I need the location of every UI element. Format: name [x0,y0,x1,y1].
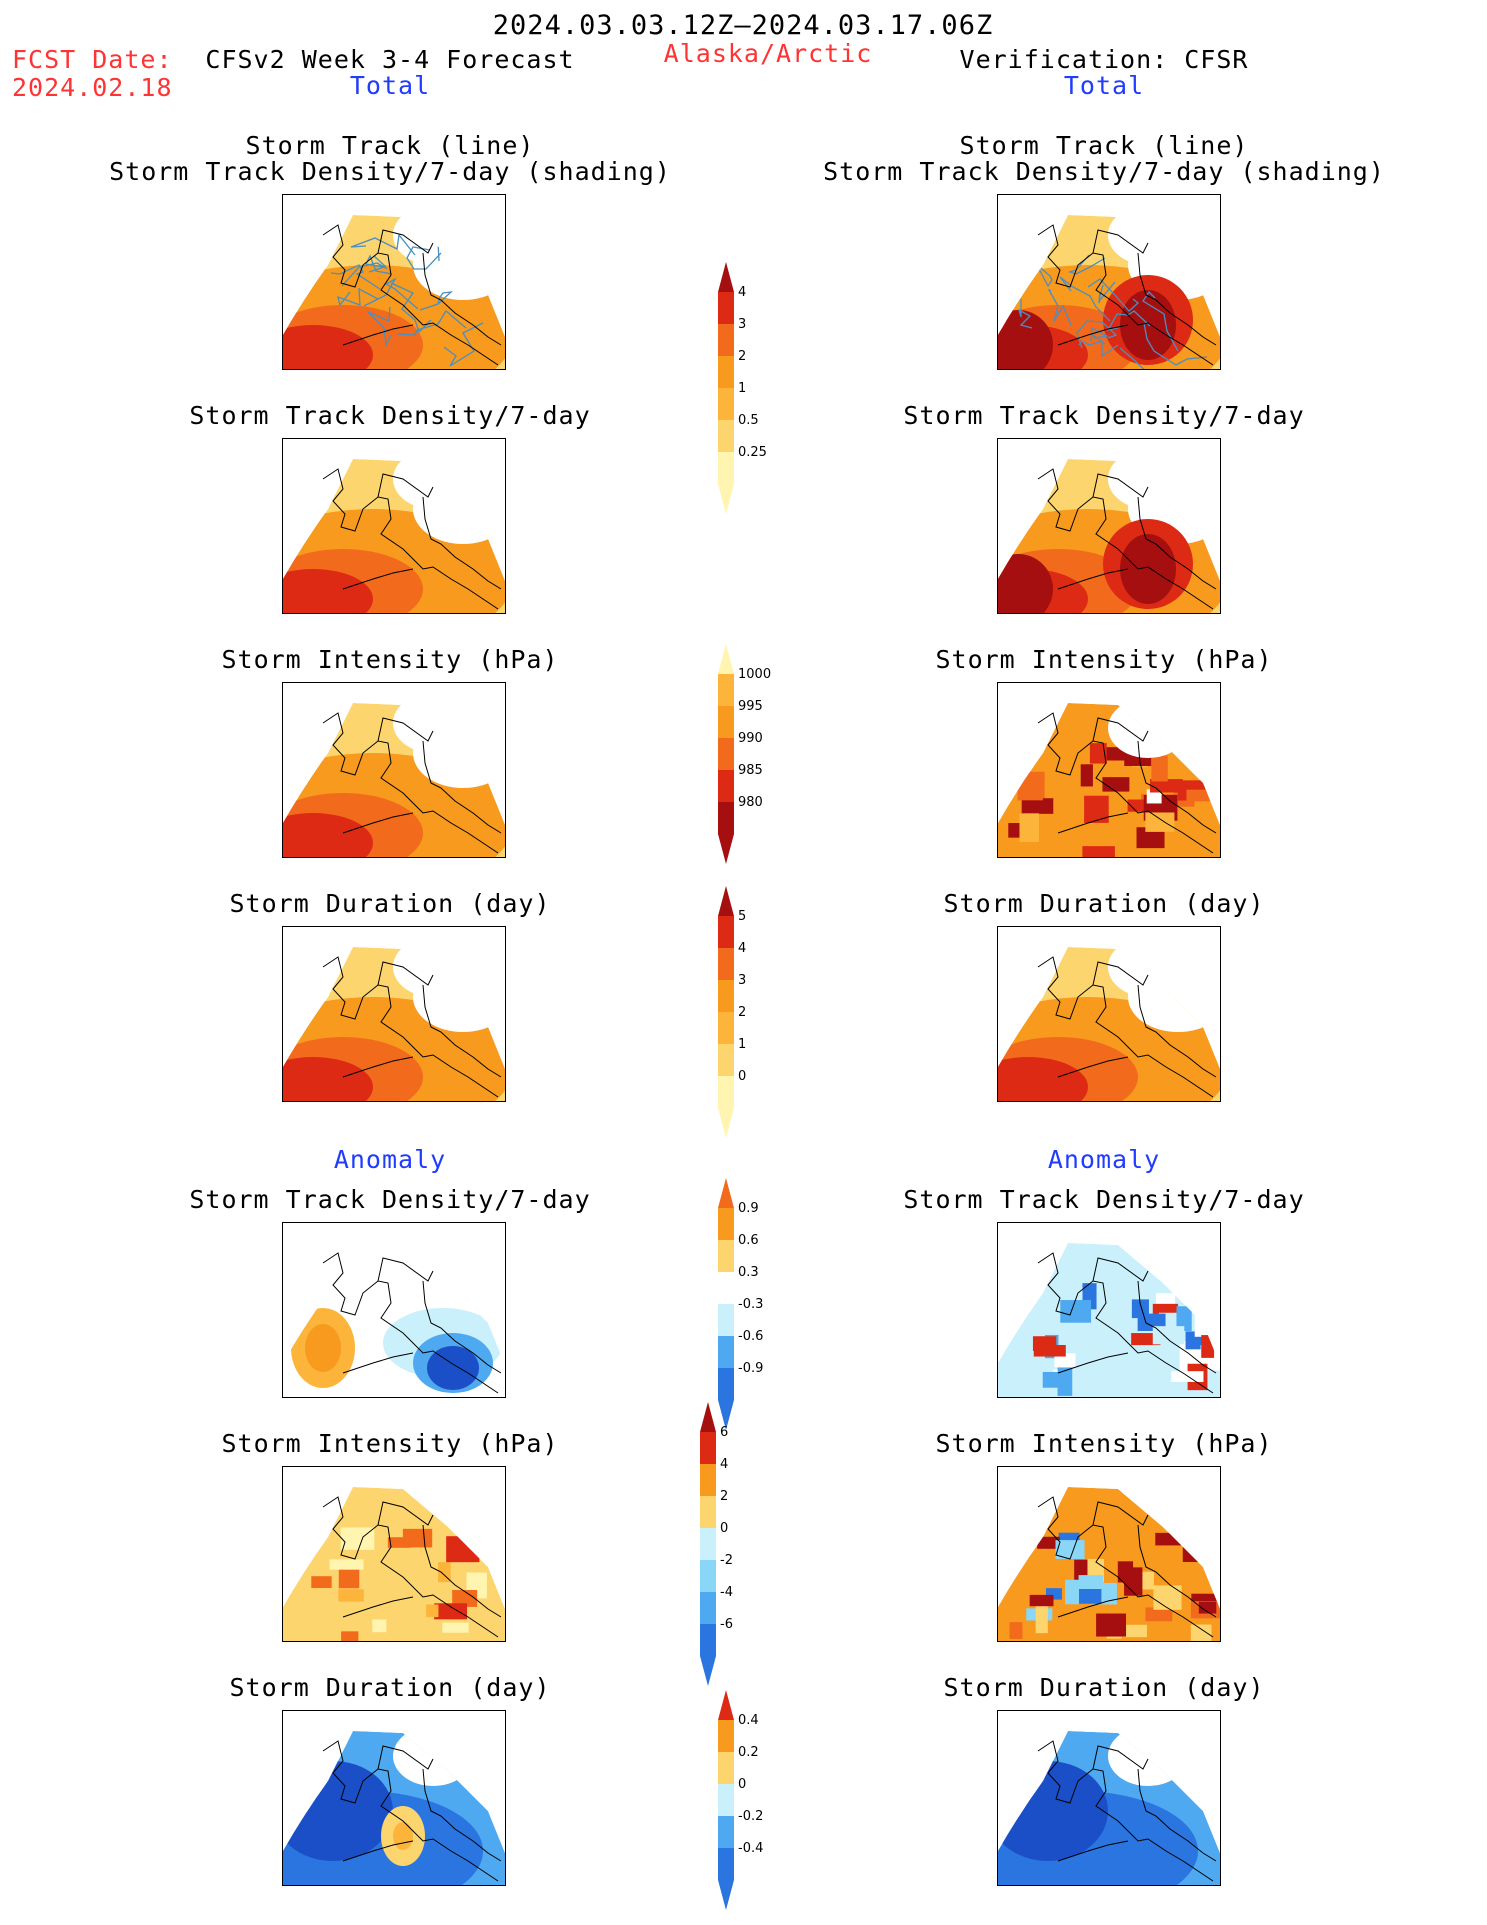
map-right-anom-duration [997,1710,1221,1886]
colorbar-tick-label: 3 [738,317,746,332]
colorbar-tick-label: 0.3 [738,1265,759,1280]
colorbar-tick-label: 0 [738,1069,746,1084]
right-section-label: Total [1063,71,1145,100]
fcst-date-label: FCST Date: [12,45,173,74]
colorbar-density: 4 3 2 1 0.5 0.25 [718,262,788,520]
colorbar-intensity-anom: 6 4 2 0 -2 -4 -6 [700,1402,770,1692]
period-title: 2024.03.03.12Z—2024.03.17.06Z [492,10,994,41]
colorbar-tick-label: 2 [738,1005,746,1020]
map-right-intensity [997,682,1221,858]
map-left-density [282,438,506,614]
colorbar-tick-label: 4 [720,1457,728,1472]
colorbar-tick-label: 1 [738,381,746,396]
map-right-anom-density [997,1222,1221,1398]
left-density-title: Storm Track Density/7-day [189,401,591,430]
colorbar-tick-label: -6 [720,1617,733,1632]
colorbar-tick-label: 980 [738,795,763,810]
colorbar-tick-label: 990 [738,731,763,746]
right-anom-density-title: Storm Track Density/7-day [903,1185,1305,1214]
left-duration-title: Storm Duration (day) [229,889,551,918]
map-left-track [282,194,506,370]
colorbar-tick-label: -0.3 [738,1297,763,1312]
colorbar-tick-label: 0.2 [738,1745,759,1760]
colorbar-tick-label: 5 [738,909,746,924]
colorbar-tick-label: -0.4 [738,1841,763,1856]
colorbar-tick-label: -4 [720,1585,733,1600]
colorbar-intensity: 1000 995 990 985 980 [718,644,788,870]
map-right-duration [997,926,1221,1102]
colorbar-tick-label: 995 [738,699,763,714]
left-intensity-title: Storm Intensity (hPa) [221,645,559,674]
colorbar-tick-label: 3 [738,973,746,988]
right-intensity-title: Storm Intensity (hPa) [935,645,1273,674]
map-left-duration [282,926,506,1102]
colorbar-tick-label: 0.4 [738,1713,759,1728]
colorbar-tick-label: 1 [738,1037,746,1052]
colorbar-tick-label: 0.9 [738,1201,759,1216]
colorbar-duration: 5 4 3 2 1 0 [718,886,788,1144]
left-anomaly-label: Anomaly [333,1145,447,1174]
colorbar-tick-label: 0.25 [738,445,767,460]
colorbar-density-anom: 0.9 0.6 0.3 -0.3 -0.6 -0.9 [718,1178,788,1436]
map-right-density [997,438,1221,614]
left-track-shading-title: Storm Track Density/7-day (shading) [109,157,671,186]
map-left-intensity [282,682,506,858]
colorbar-duration-anom: 0.4 0.2 0 -0.2 -0.4 [718,1690,788,1916]
colorbar-tick-label: 4 [738,285,746,300]
colorbar-tick-label: 4 [738,941,746,956]
right-duration-title: Storm Duration (day) [943,889,1265,918]
right-anomaly-label: Anomaly [1047,1145,1161,1174]
left-anom-intensity-title: Storm Intensity (hPa) [221,1429,559,1458]
map-right-track [997,194,1221,370]
colorbar-tick-label: 985 [738,763,763,778]
left-anom-density-title: Storm Track Density/7-day [189,1185,591,1214]
colorbar-tick-label: -2 [720,1553,733,1568]
model-title: CFSv2 Week 3-4 Forecast [205,45,575,74]
colorbar-tick-label: 2 [738,349,746,364]
right-anom-duration-title: Storm Duration (day) [943,1673,1265,1702]
map-left-anom-density [282,1222,506,1398]
left-track-line-title: Storm Track (line) [245,131,535,160]
verification-title: Verification: CFSR [959,45,1249,74]
colorbar-tick-label: -0.6 [738,1329,763,1344]
map-left-anom-duration [282,1710,506,1886]
right-track-line-title: Storm Track (line) [959,131,1249,160]
fcst-date-value: 2024.02.18 [12,73,173,102]
colorbar-tick-label: -0.9 [738,1361,763,1376]
left-anom-duration-title: Storm Duration (day) [229,1673,551,1702]
region-title: Alaska/Arctic [663,39,873,68]
colorbar-tick-label: 0.6 [738,1233,759,1248]
left-section-label: Total [349,71,431,100]
colorbar-tick-label: 2 [720,1489,728,1504]
right-track-shading-title: Storm Track Density/7-day (shading) [823,157,1385,186]
map-right-anom-intensity [997,1466,1221,1642]
right-anom-intensity-title: Storm Intensity (hPa) [935,1429,1273,1458]
colorbar-tick-label: -0.2 [738,1809,763,1824]
colorbar-tick-label: 0.5 [738,413,759,428]
right-density-title: Storm Track Density/7-day [903,401,1305,430]
colorbar-tick-label: 0 [720,1521,728,1536]
colorbar-tick-label: 6 [720,1425,728,1440]
map-left-anom-intensity [282,1466,506,1642]
colorbar-tick-label: 1000 [738,667,771,682]
colorbar-tick-label: 0 [738,1777,746,1792]
